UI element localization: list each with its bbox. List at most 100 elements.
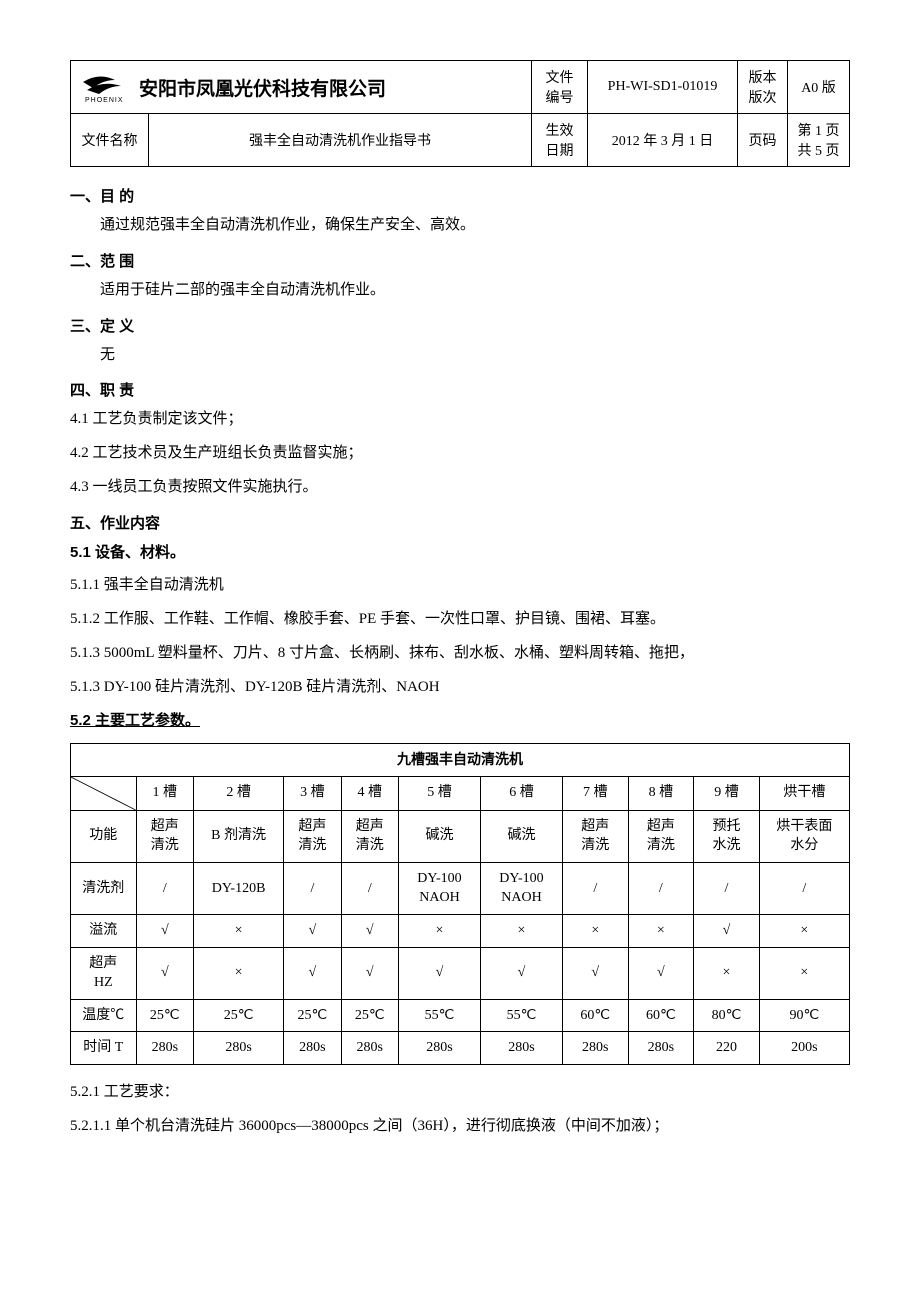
proc-row-label: 时间 T — [71, 1032, 137, 1065]
proc-cell: × — [694, 947, 760, 999]
proc-cell: DY-100NAOH — [398, 862, 480, 914]
proc-cell: √ — [284, 914, 341, 947]
section-5-2-1: 5.2.1 工艺要求： — [70, 1079, 850, 1107]
proc-col-header: 5 槽 — [398, 776, 480, 810]
section-2-title: 二、范 围 — [70, 250, 850, 271]
proc-cell: 碱洗 — [398, 810, 480, 862]
section-3-title: 三、定 义 — [70, 315, 850, 336]
page-value: 第 1 页共 5 页 — [788, 114, 850, 167]
proc-row-label: 超声HZ — [71, 947, 137, 999]
proc-cell: √ — [398, 947, 480, 999]
proc-cell: 烘干表面水分 — [759, 810, 849, 862]
proc-cell: √ — [628, 947, 694, 999]
proc-cell: √ — [341, 947, 398, 999]
proc-cell: 超声清洗 — [284, 810, 341, 862]
section-3-body: 无 — [70, 342, 850, 370]
proc-cell: × — [193, 947, 283, 999]
section-4-title: 四、职 责 — [70, 379, 850, 400]
section-5-2-title: 5.2 主要工艺参数。 — [70, 707, 850, 735]
proc-cell: 220 — [694, 1032, 760, 1065]
proc-cell: × — [562, 914, 628, 947]
proc-cell: × — [480, 914, 562, 947]
company-name: 安阳市凤凰光伏科技有限公司 — [139, 74, 386, 101]
proc-table-title: 九槽强丰自动清洗机 — [71, 744, 850, 777]
proc-col-header: 烘干槽 — [759, 776, 849, 810]
section-4-1: 4.1 工艺负责制定该文件； — [70, 406, 850, 434]
version-label: 版本版次 — [738, 61, 788, 114]
proc-cell: 25℃ — [136, 999, 193, 1032]
proc-cell: 55℃ — [398, 999, 480, 1032]
proc-cell: B 剂清洗 — [193, 810, 283, 862]
section-5-1-title: 5.1 设备、材料。 — [70, 539, 850, 567]
proc-cell: √ — [284, 947, 341, 999]
doc-name-label: 文件名称 — [71, 114, 149, 167]
proc-cell: 280s — [480, 1032, 562, 1065]
proc-cell: 55℃ — [480, 999, 562, 1032]
proc-cell: 200s — [759, 1032, 849, 1065]
proc-cell: / — [136, 862, 193, 914]
phoenix-logo-icon: PHOENIX — [81, 70, 133, 104]
proc-col-header: 2 槽 — [193, 776, 283, 810]
proc-row-label: 温度℃ — [71, 999, 137, 1032]
page-label: 页码 — [738, 114, 788, 167]
proc-cell: 280s — [628, 1032, 694, 1065]
proc-cell: 280s — [562, 1032, 628, 1065]
proc-col-header: 8 槽 — [628, 776, 694, 810]
section-5-title: 五、作业内容 — [70, 512, 850, 533]
proc-cell: 超声清洗 — [562, 810, 628, 862]
proc-cell: 280s — [284, 1032, 341, 1065]
proc-cell: DY-100NAOH — [480, 862, 562, 914]
proc-cell: / — [562, 862, 628, 914]
proc-diagonal-cell — [71, 776, 137, 810]
proc-cell: 60℃ — [628, 999, 694, 1032]
proc-col-header: 6 槽 — [480, 776, 562, 810]
proc-cell: 超声清洗 — [341, 810, 398, 862]
proc-cell: √ — [694, 914, 760, 947]
proc-cell: √ — [562, 947, 628, 999]
proc-cell: / — [341, 862, 398, 914]
proc-cell: × — [759, 947, 849, 999]
proc-cell: 90℃ — [759, 999, 849, 1032]
proc-cell: 25℃ — [284, 999, 341, 1032]
proc-row-label: 清洗剂 — [71, 862, 137, 914]
proc-cell: 80℃ — [694, 999, 760, 1032]
proc-cell: 超声清洗 — [628, 810, 694, 862]
proc-cell: / — [284, 862, 341, 914]
proc-cell: 280s — [341, 1032, 398, 1065]
effective-date: 2012 年 3 月 1 日 — [588, 114, 738, 167]
proc-cell: 25℃ — [193, 999, 283, 1032]
doc-no-label: 文件编号 — [532, 61, 588, 114]
section-1-title: 一、目 的 — [70, 185, 850, 206]
section-5-1-1: 5.1.1 强丰全自动清洗机 — [70, 572, 850, 600]
section-4-3: 4.3 一线员工负责按照文件实施执行。 — [70, 474, 850, 502]
section-5-2-1-1: 5.2.1.1 单个机台清洗硅片 36000pcs—38000pcs 之间（36… — [70, 1113, 850, 1141]
section-5-1-2: 5.1.2 工作服、工作鞋、工作帽、橡胶手套、PE 手套、一次性口罩、护目镜、围… — [70, 606, 850, 634]
proc-cell: √ — [136, 914, 193, 947]
doc-no: PH-WI-SD1-01019 — [588, 61, 738, 114]
process-parameter-table: 九槽强丰自动清洗机 1 槽2 槽3 槽4 槽5 槽6 槽7 槽8 槽9 槽烘干槽… — [70, 743, 850, 1065]
proc-cell: / — [628, 862, 694, 914]
proc-cell: × — [398, 914, 480, 947]
proc-col-header: 3 槽 — [284, 776, 341, 810]
proc-cell: 280s — [398, 1032, 480, 1065]
doc-name: 强丰全自动清洗机作业指导书 — [149, 114, 532, 167]
proc-cell: / — [759, 862, 849, 914]
proc-cell: √ — [341, 914, 398, 947]
proc-cell: √ — [480, 947, 562, 999]
effective-label: 生效日期 — [532, 114, 588, 167]
proc-col-header: 4 槽 — [341, 776, 398, 810]
section-1-body: 通过规范强丰全自动清洗机作业，确保生产安全、高效。 — [70, 212, 850, 240]
proc-cell: × — [628, 914, 694, 947]
section-2-body: 适用于硅片二部的强丰全自动清洗机作业。 — [70, 277, 850, 305]
proc-cell: × — [759, 914, 849, 947]
proc-cell: √ — [136, 947, 193, 999]
proc-col-header: 1 槽 — [136, 776, 193, 810]
section-5-1-3: 5.1.3 5000mL 塑料量杯、刀片、8 寸片盒、长柄刷、抹布、刮水板、水桶… — [70, 640, 850, 668]
proc-cell: × — [193, 914, 283, 947]
proc-cell: 280s — [136, 1032, 193, 1065]
proc-cell: 25℃ — [341, 999, 398, 1032]
proc-row-label: 功能 — [71, 810, 137, 862]
proc-col-header: 7 槽 — [562, 776, 628, 810]
proc-cell: 超声清洗 — [136, 810, 193, 862]
proc-cell: 碱洗 — [480, 810, 562, 862]
